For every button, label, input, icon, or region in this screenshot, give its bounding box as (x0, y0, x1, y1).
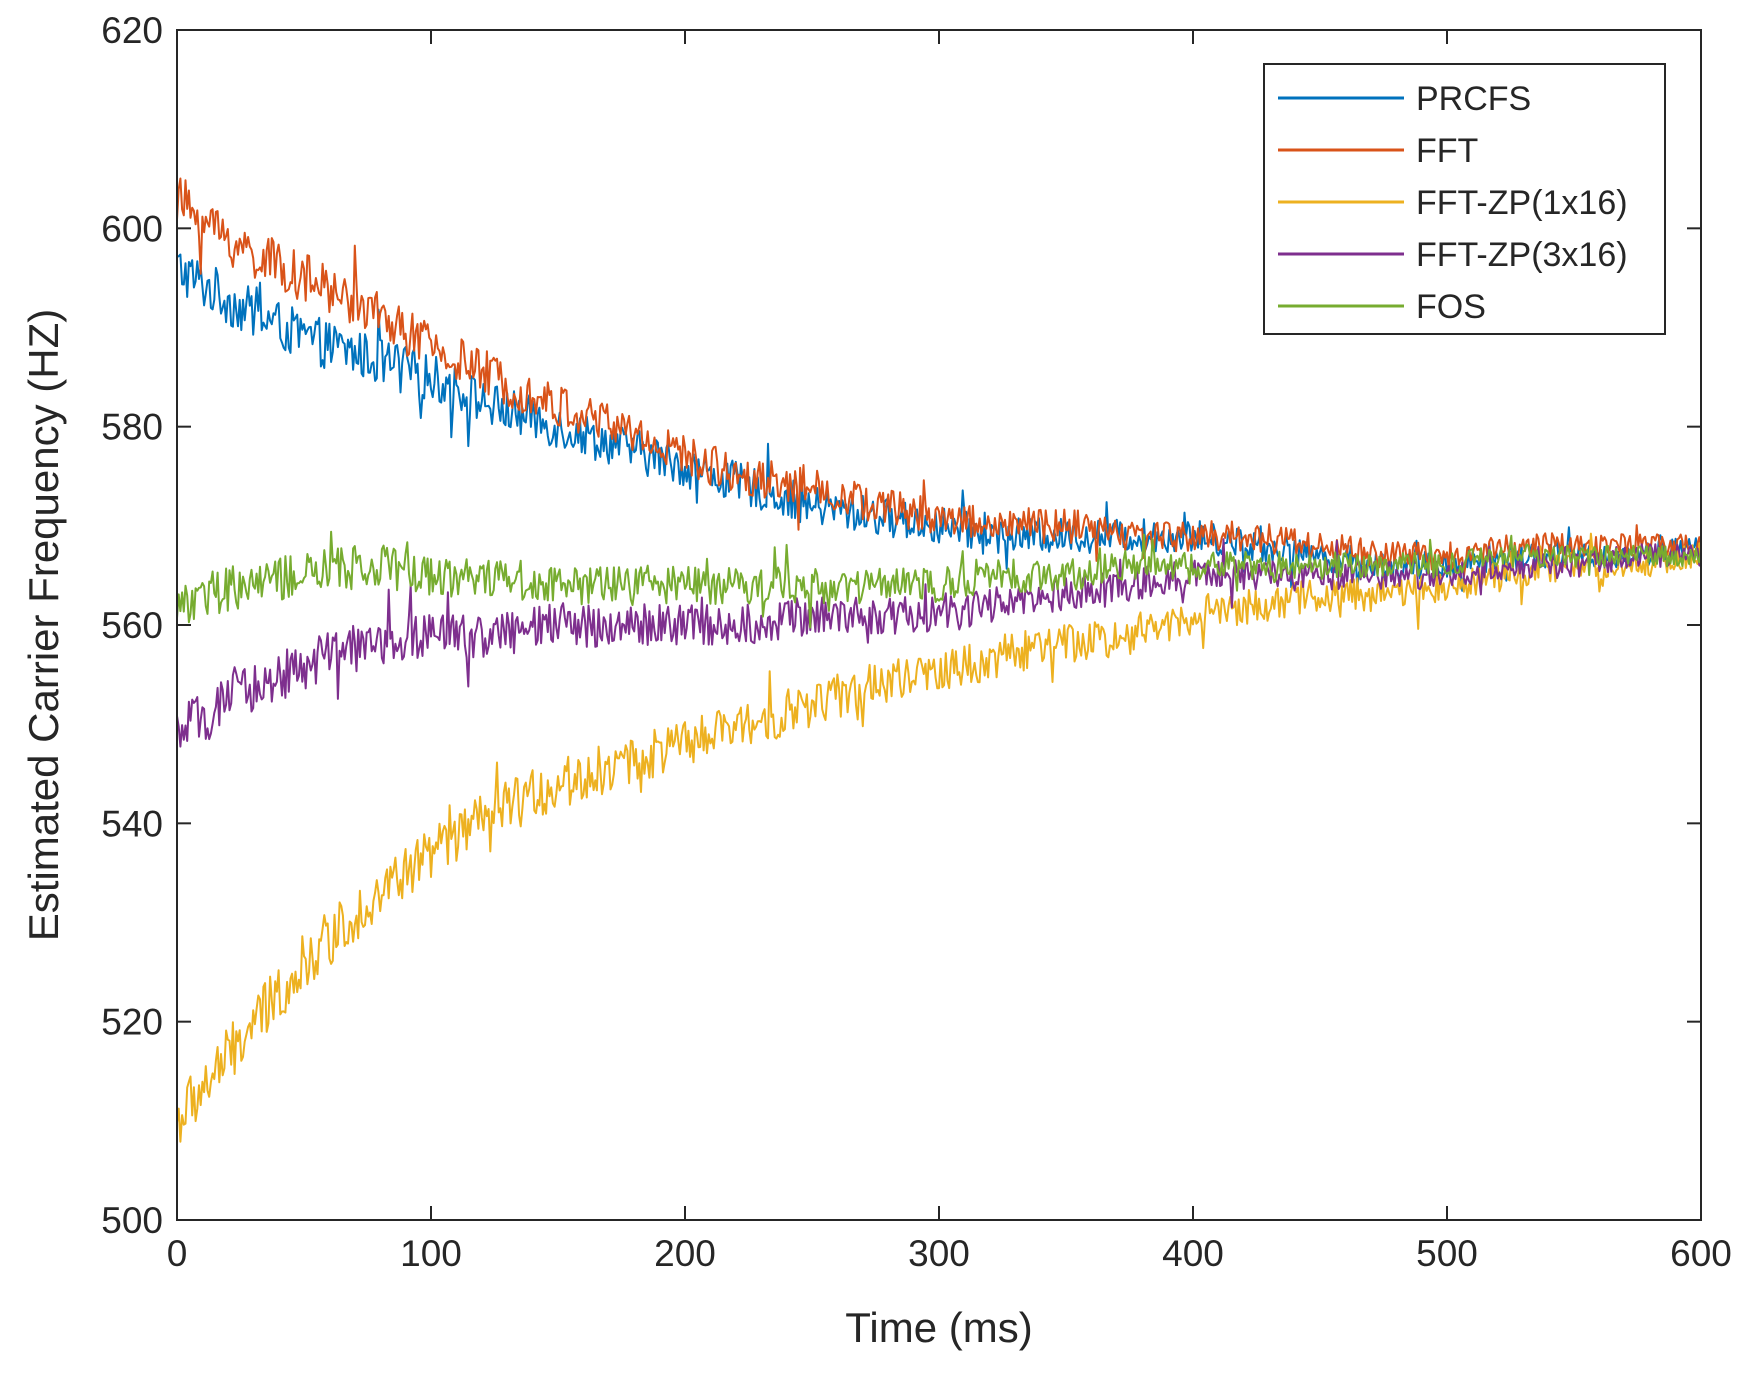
legend-label: FFT-ZP(3x16) (1416, 236, 1628, 274)
x-tick-label: 600 (1670, 1233, 1732, 1274)
y-tick-label: 620 (101, 10, 163, 51)
x-tick-label: 200 (654, 1233, 716, 1274)
series-group (176, 177, 1702, 1143)
series-line-fft (176, 177, 1702, 578)
legend-label: FFT-ZP(1x16) (1416, 184, 1628, 222)
series-line-fft-zp-1x16 (176, 532, 1702, 1143)
y-axis-label: Estimated Carrier Frequency (HZ) (20, 309, 67, 941)
x-axis-label: Time (ms) (845, 1304, 1032, 1351)
ticks-group: 0 100 200 300 400 500 600 500 520 540 560 580 600 620 (101, 10, 1732, 1274)
x-tick-label: 0 (167, 1233, 188, 1274)
y-tick-label: 540 (101, 803, 163, 844)
series-line-fos (176, 530, 1702, 629)
y-tick-label: 500 (101, 1200, 163, 1241)
series-line-prcfs (176, 253, 1702, 592)
legend-label: FFT (1416, 132, 1478, 170)
x-tick-label: 100 (400, 1233, 462, 1274)
legend-label: FOS (1416, 288, 1486, 326)
series-line-fft-zp-3x16 (176, 538, 1702, 748)
x-tick-label: 500 (1416, 1233, 1478, 1274)
legend-label: PRCFS (1416, 80, 1531, 118)
x-tick-label: 400 (1162, 1233, 1224, 1274)
x-tick-label: 300 (908, 1233, 970, 1274)
y-tick-label: 520 (101, 1002, 163, 1043)
legend: PRCFS FFT FFT-ZP(1x16) FFT-ZP(3x16) FOS (1263, 63, 1666, 335)
y-tick-label: 560 (101, 605, 163, 646)
y-tick-label: 600 (101, 208, 163, 249)
y-tick-label: 580 (101, 407, 163, 448)
legend-box (1263, 63, 1666, 335)
